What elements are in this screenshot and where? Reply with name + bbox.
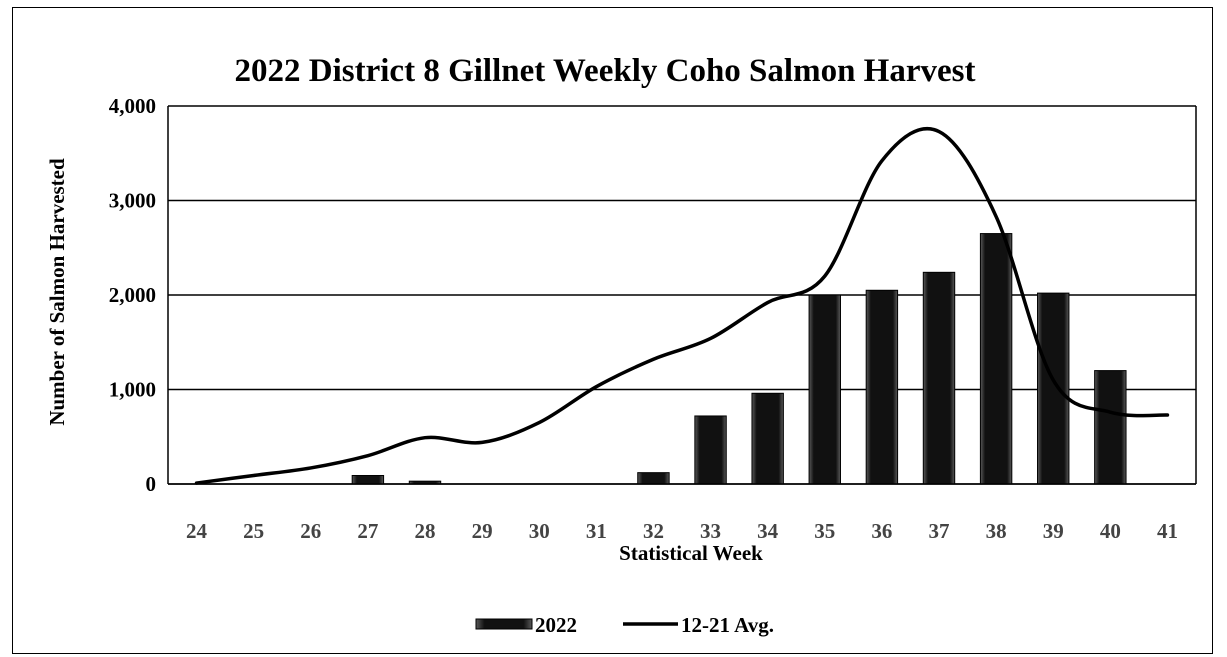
bar-2022 [808,294,841,485]
x-tick-label: 37 [929,519,950,543]
bar-2022 [979,233,1013,485]
x-tick-label: 26 [300,519,321,543]
x-tick-label: 31 [586,519,607,543]
x-tick-label: 38 [986,519,1007,543]
bar-2022 [751,392,784,485]
bar-2022 [1037,292,1070,485]
x-tick-label: 39 [1043,519,1064,543]
x-tick-label: 35 [814,519,835,543]
x-tick-label: 32 [643,519,664,543]
x-tick-label: 41 [1157,519,1178,543]
legend-label-2022: 2022 [535,613,577,637]
bar-2022 [694,415,727,485]
x-tick-label: 27 [357,519,378,543]
chart-frame: 2022 District 8 Gillnet Weekly Coho Salm… [12,7,1213,654]
y-tick-label: 2,000 [109,283,156,307]
legend-label-avg: 12-21 Avg. [681,613,774,637]
y-tick-label: 3,000 [109,189,156,213]
y-tick-label: 4,000 [109,94,156,118]
x-axis-label: Statistical Week [619,541,763,565]
bar-2022 [922,271,956,485]
bar-2022 [637,472,670,485]
x-tick-label: 34 [757,519,779,543]
bar-2022 [865,289,899,485]
x-tick-label: 28 [415,519,436,543]
y-tick-label: 1,000 [109,378,156,402]
bar-2022 [351,474,385,485]
series-line-12-21-avg [194,126,1170,485]
chart-title: 2022 District 8 Gillnet Weekly Coho Salm… [235,53,976,89]
x-tick-label: 36 [871,519,892,543]
x-tick-label: 40 [1100,519,1121,543]
bar-2022 [1094,370,1127,485]
legend: 2022 12-21 Avg. [475,613,774,637]
x-tick-label: 24 [186,519,208,543]
y-tick-label: 0 [146,472,157,496]
x-tick-label: 25 [243,519,264,543]
chart: 2022 District 8 Gillnet Weekly Coho Salm… [45,53,1197,637]
x-tick-label: 33 [700,519,721,543]
x-tick-label: 29 [472,519,493,543]
x-tick-label: 30 [529,519,550,543]
legend-swatch-bar [475,618,533,630]
y-axis-label: Number of Salmon Harvested [45,158,69,426]
